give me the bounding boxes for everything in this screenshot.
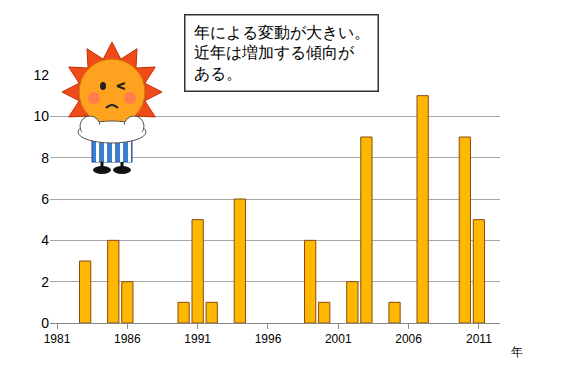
svg-text:2001: 2001 xyxy=(325,332,352,346)
svg-text:2011: 2011 xyxy=(466,332,492,346)
svg-text:2: 2 xyxy=(41,274,49,290)
svg-text:12: 12 xyxy=(33,67,49,83)
svg-text:1986: 1986 xyxy=(114,332,141,346)
svg-text:0: 0 xyxy=(41,315,49,331)
svg-text:8: 8 xyxy=(41,150,49,166)
svg-text:年による変動が大きい。近年は増加する傾向がある。: 年による変動が大きい。近年は増加する傾向がある。 xyxy=(194,24,370,83)
svg-text:10: 10 xyxy=(33,108,49,124)
svg-text:6: 6 xyxy=(41,191,49,207)
svg-text:1996: 1996 xyxy=(255,332,282,346)
svg-text:1981: 1981 xyxy=(44,332,71,346)
svg-text:年: 年 xyxy=(511,345,523,359)
svg-text:2006: 2006 xyxy=(395,332,422,346)
svg-text:4: 4 xyxy=(41,232,49,248)
svg-text:1991: 1991 xyxy=(184,332,211,346)
